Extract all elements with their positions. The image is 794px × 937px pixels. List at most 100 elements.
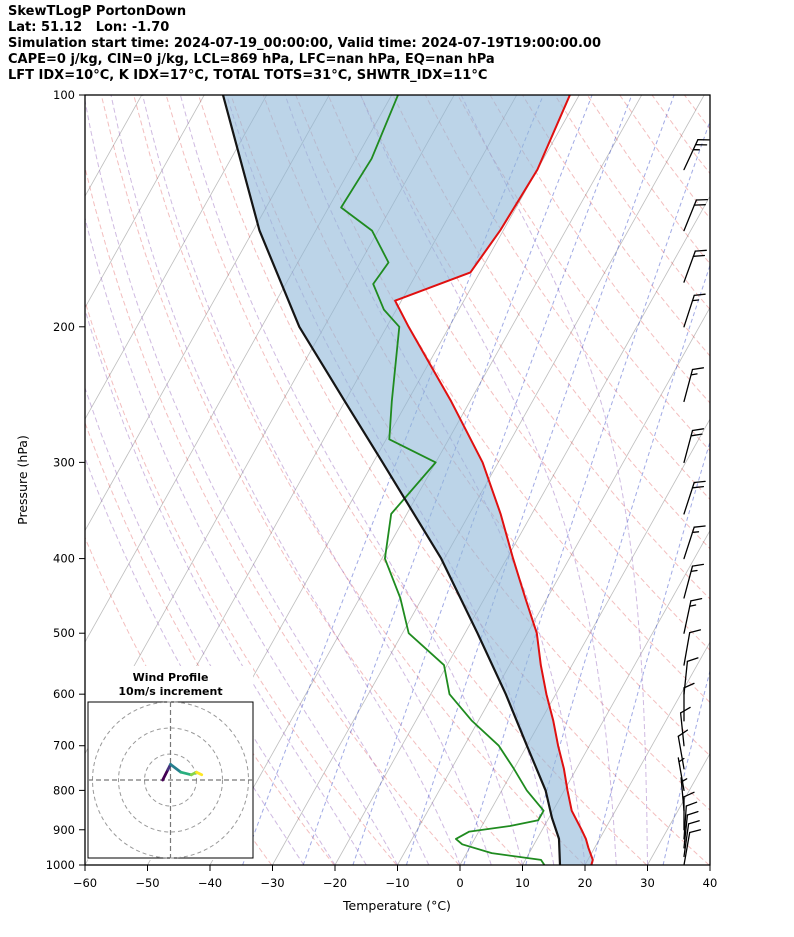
x-tick-label: −10 [385, 876, 409, 890]
mixing-ratio-line [242, 95, 544, 865]
dry-adiabat-line [717, 95, 794, 865]
dewpoint-curve [340, 95, 546, 865]
mixing-ratio-line [591, 440, 710, 865]
hodograph-trace-segment [179, 770, 193, 777]
y-tick-label: 1000 [46, 858, 75, 872]
temperature-curve [394, 95, 594, 865]
profile-curves-layer [221, 95, 594, 865]
parcel-curve [221, 95, 562, 865]
dry-adiabat-line [85, 165, 460, 865]
x-tick-label: 30 [640, 876, 655, 890]
wind-barb [683, 367, 705, 403]
dry-adiabat-line [327, 95, 710, 651]
x-axis-label: Temperature (°C) [342, 898, 451, 913]
y-tick-label: 300 [53, 455, 75, 469]
y-tick-label: 900 [53, 823, 75, 837]
isotherm-line [522, 529, 710, 865]
hodograph-trace-segment [195, 770, 204, 777]
moist-adiabat-line [110, 95, 461, 865]
wind-barb [683, 820, 700, 858]
moist-adiabat-line [460, 95, 648, 865]
wind-barb [683, 249, 707, 283]
dry-adiabat-line [198, 95, 710, 865]
hodograph-ring [118, 727, 223, 833]
wind-barb [683, 682, 695, 722]
dry-adiabat-line [165, 95, 647, 865]
x-tick-label: −50 [135, 876, 159, 890]
wind-barb [683, 629, 702, 666]
moist-adiabat-line [85, 456, 305, 865]
indices-line-1: CAPE=0 j/kg, CIN=0 j/kg, LCL=869 hPa, LF… [8, 52, 495, 67]
dry-adiabat-line [489, 95, 710, 404]
dry-adiabat-line [586, 95, 710, 265]
dry-adiabat-line [619, 95, 710, 220]
wind-barb [683, 139, 710, 171]
x-tick-label: −40 [198, 876, 222, 890]
wind-barb [683, 791, 695, 831]
mixing-ratio-line [463, 119, 710, 865]
x-tick-label: −20 [323, 876, 347, 890]
isotherm-line [334, 195, 710, 865]
wind-barb [683, 563, 705, 599]
moist-adiabat-line [179, 95, 523, 865]
isotherm-line [397, 306, 710, 865]
cin-shading-layer [223, 95, 593, 865]
y-tick-label: 600 [53, 687, 75, 701]
dry-adiabat-line [295, 95, 710, 704]
dry-adiabat-line [684, 95, 710, 130]
dry-adiabat-line [651, 95, 710, 175]
x-tick-label: 10 [515, 876, 530, 890]
background-lines-layer [85, 95, 794, 865]
y-tick-label: 800 [53, 783, 75, 797]
moist-adiabat-line [360, 95, 617, 865]
isotherm-line [584, 641, 710, 865]
page-title: SkewTLogP PortonDown [8, 4, 187, 19]
mixing-ratio-line [525, 263, 710, 865]
x-tick-label: −30 [260, 876, 284, 890]
moist-adiabat-line [85, 98, 430, 865]
y-axis-label: Pressure (hPa) [15, 435, 30, 525]
moist-adiabat-line [142, 95, 492, 865]
hodograph-trace-segment [169, 763, 183, 774]
y-tick-label: 200 [53, 320, 75, 334]
moist-adiabat-line [85, 308, 367, 865]
wind-barb [679, 706, 691, 747]
mixing-ratio-line [302, 95, 593, 865]
moist-adiabat-line [284, 95, 586, 865]
y-tick-label: 500 [53, 626, 75, 640]
dry-adiabat-line [554, 95, 710, 311]
moist-adiabat-line [85, 386, 336, 865]
header-block: SkewTLogP PortonDown Lat: 51.12 Lon: -1.… [8, 4, 601, 84]
isotherm-line [85, 95, 268, 420]
mixing-ratio-line [738, 95, 794, 865]
y-tick-label: 400 [53, 552, 75, 566]
wind-barb [683, 525, 706, 560]
isotherm-line [85, 95, 205, 309]
y-tick-label: 100 [53, 88, 75, 102]
dry-adiabat-line [85, 421, 335, 865]
dry-adiabat-line [100, 95, 522, 865]
mixing-ratio-line [405, 95, 675, 865]
mixing-ratio-line [352, 95, 633, 865]
time-line: Simulation start time: 2024-07-19_00:00:… [8, 36, 601, 51]
location-line: Lat: 51.12 Lon: -1.70 [8, 20, 170, 35]
wind-barb [677, 757, 685, 792]
wind-barb [683, 480, 706, 515]
dry-adiabat-line [522, 95, 710, 357]
hodograph-trace-segment [161, 768, 170, 782]
isotherm-line [709, 864, 710, 865]
y-tick-label: 700 [53, 739, 75, 753]
wind-barb [677, 729, 689, 770]
indices-line-2: LFT IDX=10°C, K IDX=17°C, TOTAL TOTS=31°… [8, 68, 488, 83]
hodograph-title: Wind Profile [133, 671, 209, 684]
x-tick-label: 20 [578, 876, 593, 890]
wind-barb [683, 801, 698, 840]
hodograph-inset [87, 666, 254, 860]
wind-barb [683, 597, 703, 634]
dry-adiabat-line [457, 95, 710, 452]
x-tick-label: 40 [703, 876, 718, 890]
wind-barb [683, 428, 705, 464]
cin-shading [223, 95, 593, 865]
